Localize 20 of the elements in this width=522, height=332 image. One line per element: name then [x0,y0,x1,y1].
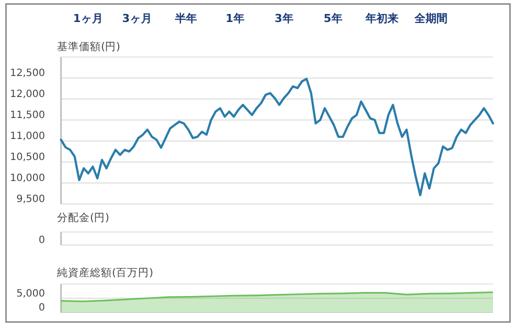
text: 1ヶ月 [73,12,103,25]
y-tick-label: 12,500 [10,68,45,79]
text: 3年 [274,12,294,25]
text: 半年 [174,12,197,25]
y-tick-label: 11,500 [10,110,45,121]
y-tick-label: 10,500 [10,152,45,163]
text: 分配金(円) [57,212,110,224]
y-tick-label: 12,000 [10,89,45,100]
y-tick-label: 5,000 [16,288,45,300]
y-tick-label: 9,500 [16,194,45,205]
text: 年初来 [364,12,398,25]
text: 3ヶ月 [122,12,152,25]
text: 1年 [226,12,244,25]
y-tick-label: 10,000 [10,173,45,184]
text: 全期間 [414,12,448,25]
y-tick-label: 0 [38,302,45,314]
chart-title: 基準価額(円) [57,40,120,53]
chart-title: 純資産総額(百万円) [57,266,154,279]
y-tick-label: 11,000 [10,131,45,142]
text: 5年 [324,12,342,25]
